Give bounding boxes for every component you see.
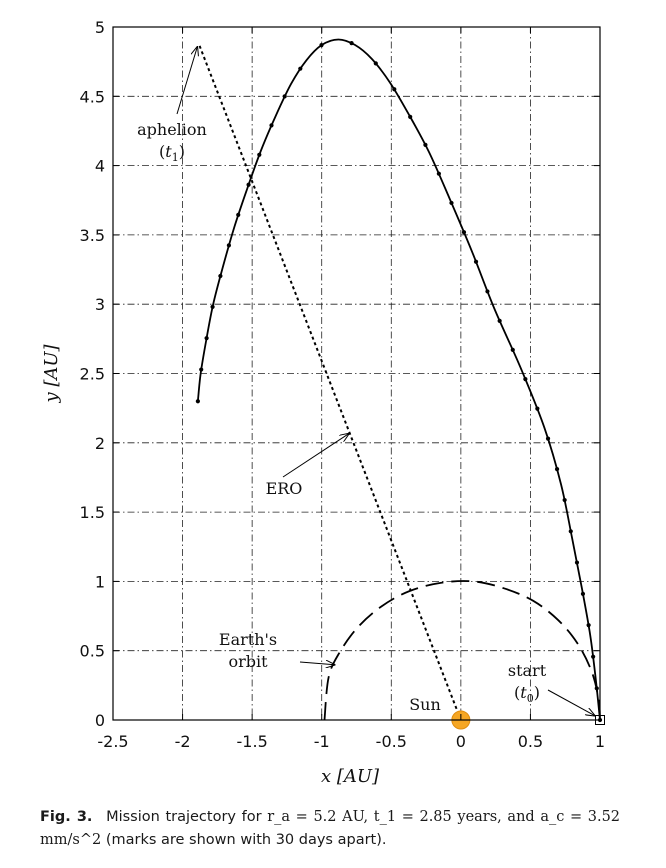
trajectory-mark — [423, 142, 428, 147]
x-tick-label: -2.5 — [97, 732, 128, 751]
trajectory-mark — [236, 212, 241, 218]
trajectory-mark — [580, 591, 586, 596]
y-tick-label: 5 — [95, 18, 105, 37]
trajectory-mark — [497, 318, 502, 323]
trajectory-mark — [574, 560, 580, 565]
trajectory-line — [196, 38, 601, 721]
trajectory-mark — [210, 304, 215, 309]
annotation-earths-orbit-label: Earth's — [219, 630, 277, 649]
trajectory-mark — [298, 66, 303, 71]
annotation-aphelion-arrow — [176, 47, 197, 115]
trajectory-mark — [199, 367, 204, 372]
tick-labels: -2.5 -2 -1.5 -1 -0.5 0 0.5 1 0 0.5 1 1.5 2 2.5 3 3.5 4 4.… — [80, 18, 606, 751]
annotation-earths-orbit-arrow — [299, 662, 335, 665]
y-tick-label: 3 — [95, 295, 105, 314]
trajectory-mark — [510, 347, 515, 352]
trajectory-mark — [473, 259, 479, 264]
annotation-aphelion-label: aphelion — [137, 120, 207, 139]
x-tick-label: 1 — [595, 732, 605, 751]
ero-line — [198, 44, 462, 721]
trajectory-mark — [562, 497, 567, 503]
grid-lines — [113, 27, 600, 720]
y-tick-label: 1 — [95, 572, 105, 591]
x-tick-label: -1.5 — [237, 732, 268, 751]
annotation-ero-label: ERO — [266, 479, 303, 498]
caption-ac: a_c = 3.52 mm/s^2 — [40, 809, 621, 848]
trajectory-mark — [408, 114, 413, 119]
caption-note: (marks are shown with 30 days apart). — [105, 832, 387, 848]
trajectory-mark — [257, 152, 262, 157]
trajectory-mark — [349, 40, 354, 46]
caption-ra: r_a = 5.2 AU, — [267, 809, 369, 825]
trajectory-mark — [269, 123, 274, 128]
earth-orbit-line — [323, 580, 601, 721]
x-tick-label: -0.5 — [376, 732, 407, 751]
trajectory-mark — [204, 336, 209, 341]
x-tick-label: 0 — [456, 732, 466, 751]
trajectory-mark — [586, 623, 591, 628]
trajectory-mark — [195, 399, 200, 404]
y-tick-label: 2.5 — [80, 365, 105, 384]
y-tick-label: 0.5 — [80, 642, 105, 661]
y-tick-label: 1.5 — [80, 503, 105, 522]
y-axis-label: y [AU] — [41, 343, 62, 403]
figure-caption: Fig. 3. Mission trajectory for r_a = 5.2… — [40, 806, 620, 852]
y-tick-label: 3.5 — [80, 226, 105, 245]
annotation-start-label: start — [508, 661, 547, 680]
y-tick-label: 4.5 — [80, 87, 105, 106]
trajectory-mark — [282, 94, 287, 99]
trajectory-mark — [485, 289, 490, 294]
caption-intro: Mission trajectory for — [106, 809, 262, 825]
annotations: aphelion (t1) ERO Earth's orbit start (t0) Sun — [137, 47, 594, 716]
trajectory-mark — [392, 87, 397, 92]
trajectory-mark — [554, 467, 560, 472]
annotation-start-label: (t0) — [514, 683, 540, 705]
trajectory-chart: -2.5 -2 -1.5 -1 -0.5 0 0.5 1 0 0.5 1 1.5 2 2.5 3 3.5 4 4.… — [41, 18, 606, 787]
y-tick-label: 0 — [95, 711, 105, 730]
trajectory-mark — [523, 377, 528, 382]
annotation-earths-orbit-label: orbit — [228, 652, 268, 671]
trajectory-mark — [568, 529, 573, 534]
caption-label: Fig. 3. — [40, 809, 93, 825]
x-tick-label: 0.5 — [518, 732, 543, 751]
trajectory-mark — [591, 654, 596, 659]
tick-marks — [112, 26, 601, 721]
x-axis-label: x [AU] — [321, 766, 380, 787]
annotation-aphelion-label: (t1) — [159, 142, 185, 164]
trajectory-mark — [461, 230, 467, 235]
annotation-sun-label: Sun — [409, 695, 441, 714]
x-tick-label: -1 — [314, 732, 330, 751]
x-tick-label: -2 — [175, 732, 191, 751]
series-layer — [195, 38, 605, 730]
y-tick-label: 4 — [95, 157, 105, 176]
annotation-start-arrow — [547, 689, 595, 716]
caption-t1: t_1 = 2.85 years, and — [373, 809, 535, 825]
trajectory-mark — [319, 43, 324, 48]
trajectory-mark — [449, 200, 454, 206]
trajectory-mark — [373, 61, 378, 66]
annotation-ero-arrow — [282, 434, 349, 478]
y-tick-label: 2 — [95, 434, 105, 453]
trajectory-mark — [226, 243, 231, 248]
trajectory-mark — [545, 436, 551, 441]
trajectory-mark — [218, 273, 223, 279]
trajectory-mark — [535, 406, 540, 411]
trajectory-mark — [246, 182, 251, 187]
trajectory-mark — [436, 171, 441, 176]
